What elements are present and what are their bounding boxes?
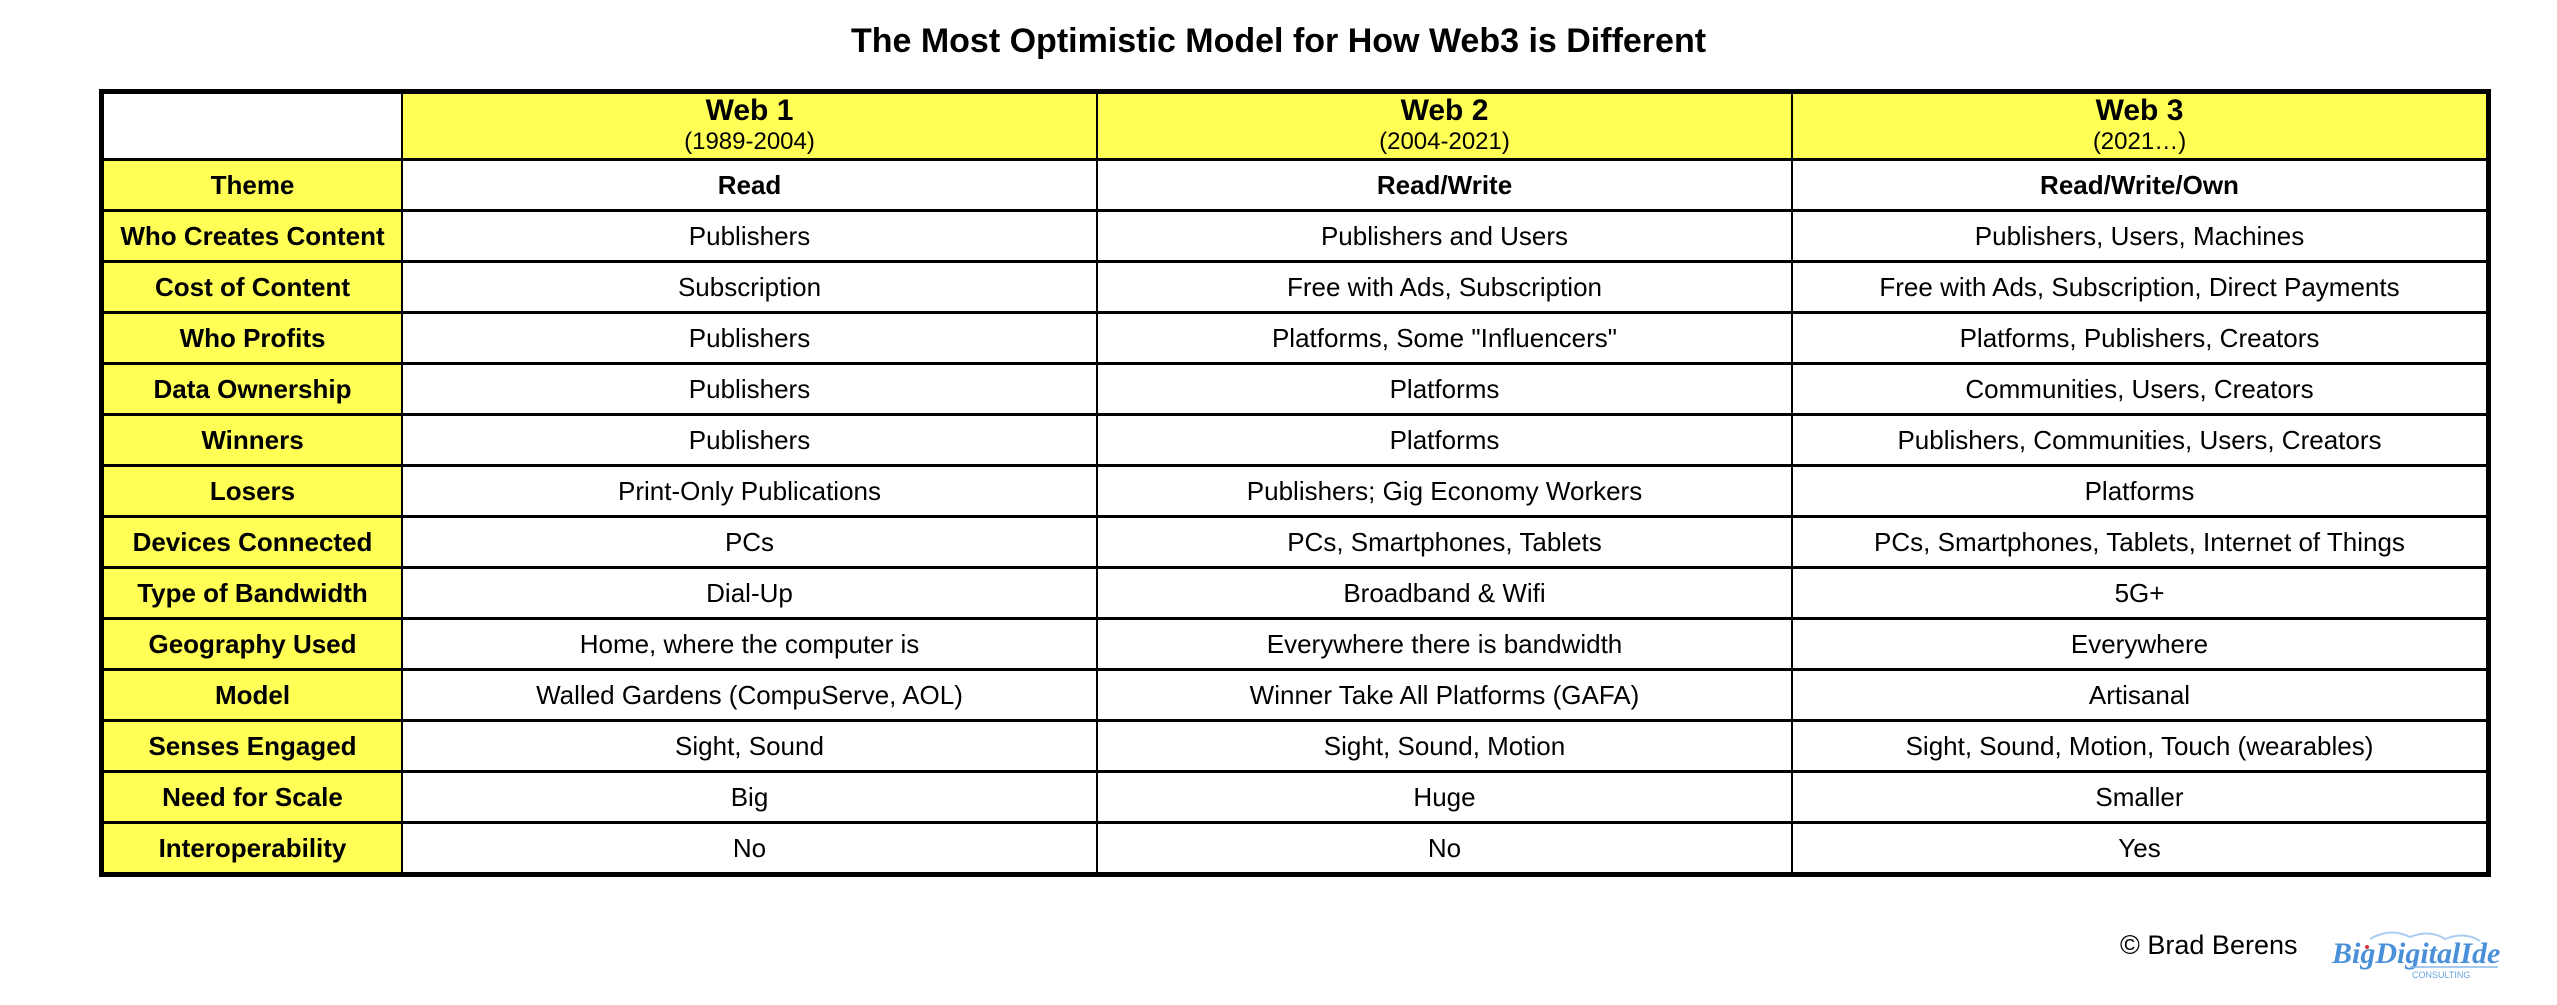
table-cell: Winner Take All Platforms (GAFA): [1096, 668, 1793, 722]
row-label: Who Profits: [100, 311, 403, 365]
table-cell: Publishers; Gig Economy Workers: [1096, 464, 1793, 518]
column-header-web3: Web 3 (2021…): [1791, 90, 2490, 161]
row-label: Who Creates Content: [100, 209, 403, 263]
table-row: Data Ownership Publishers Platforms Communi…: [100, 362, 2490, 416]
table-cell: Sight, Sound, Motion: [1096, 719, 1793, 773]
table-cell: Yes: [1791, 821, 2490, 876]
row-label: Geography Used: [100, 617, 403, 671]
table-cell: Big: [401, 770, 1098, 824]
table-row: Need for Scale Big Huge Smaller: [100, 770, 2490, 824]
table-row: Interoperability No No Yes: [100, 821, 2490, 876]
header-row: Web 1 (1989-2004) Web 2 (2004-2021) Web 3(…: [100, 90, 2490, 161]
table-cell: Platforms, Publishers, Creators: [1791, 311, 2490, 365]
table-cell: Publishers: [401, 362, 1098, 416]
table-cell: Platforms: [1096, 413, 1793, 467]
table-cell: No: [1096, 821, 1793, 876]
row-label: Type of Bandwidth: [100, 566, 403, 620]
table-cell: Read/Write/Own: [1791, 158, 2490, 212]
table-cell: Huge: [1096, 770, 1793, 824]
row-label: Model: [100, 668, 403, 722]
table-cell: Publishers, Communities, Users, Creators: [1791, 413, 2490, 467]
table-cell: Publishers, Users, Machines: [1791, 209, 2490, 263]
table-row: Geography Used Home, where the computer i…: [100, 617, 2490, 671]
big-digital-idea-logo: BigDigitalIdea CONSULTING: [2331, 931, 2500, 980]
table-cell: Communities, Users, Creators: [1791, 362, 2490, 416]
table-cell: 5G+: [1791, 566, 2490, 620]
corner-cell: [100, 90, 403, 161]
column-years: (2021…): [2092, 128, 2187, 155]
row-label: Senses Engaged: [100, 719, 403, 773]
table-row: Winners Publishers Platforms Publishers, Co…: [100, 413, 2490, 467]
column-name: Web 3: [2095, 94, 2184, 127]
table-row: Cost of Content Subscription Free with Ads…: [100, 260, 2490, 314]
row-label: Devices Connected: [100, 515, 403, 569]
table-cell: Home, where the computer is: [401, 617, 1098, 671]
comparison-table: Web 1 (1989-2004) Web 2 (2004-2021) Web 3(…: [99, 89, 2491, 877]
table-row: Type of Bandwidth Dial-Up Broadband & Wifi…: [100, 566, 2490, 620]
table-cell: Publishers and Users: [1096, 209, 1793, 263]
table-row: Losers Print-Only Publications Publishers;…: [100, 464, 2490, 518]
table-cell: Sight, Sound, Motion, Touch (wearables): [1791, 719, 2490, 773]
table-cell: Walled Gardens (CompuServe, AOL): [401, 668, 1098, 722]
table-cell: PCs: [401, 515, 1098, 569]
svg-text:BigDigitalIdea: BigDigitalIdea: [2331, 937, 2500, 970]
column-name: Web 2: [1400, 94, 1489, 127]
row-label: Data Ownership: [100, 362, 403, 416]
table-row: Who Profits Publishers Platforms, Some "In…: [100, 311, 2490, 365]
table-row: Model Walled Gardens (CompuServe, AOL) Win…: [100, 668, 2490, 722]
column-years: (2004-2021): [1379, 128, 1510, 155]
table-row: Senses Engaged Sight, Sound Sight, Sound, …: [100, 719, 2490, 773]
table-cell: Smaller: [1791, 770, 2490, 824]
table-cell: Publishers: [401, 209, 1098, 263]
table-cell: Platforms, Some "Influencers": [1096, 311, 1793, 365]
column-name: Web 1: [705, 94, 794, 127]
svg-text:CONSULTING: CONSULTING: [2412, 970, 2470, 980]
table-cell: Free with Ads, Subscription: [1096, 260, 1793, 314]
table-cell: Print-Only Publications: [401, 464, 1098, 518]
table-cell: Read: [401, 158, 1098, 212]
table-cell: PCs, Smartphones, Tablets, Internet of T…: [1791, 515, 2490, 569]
copyright: © Brad Berens: [2120, 930, 2298, 960]
table-cell: Platforms: [1096, 362, 1793, 416]
table-row: Who Creates Content Publishers Publishers …: [100, 209, 2490, 263]
table-cell: Artisanal: [1791, 668, 2490, 722]
table-cell: Sight, Sound: [401, 719, 1098, 773]
table-cell: Everywhere: [1791, 617, 2490, 671]
table-cell: Platforms: [1791, 464, 2490, 518]
table-cell: Publishers: [401, 413, 1098, 467]
row-label: Losers: [100, 464, 403, 518]
column-header-web1: Web 1 (1989-2004): [401, 90, 1098, 161]
table-row: Theme Read Read/Write Read/Write/Own: [100, 158, 2490, 212]
table-cell: Read/Write: [1096, 158, 1793, 212]
row-label: Interoperability: [100, 821, 403, 876]
table-cell: Publishers: [401, 311, 1098, 365]
page-title: The Most Optimistic Model for How Web3 i…: [850, 22, 1707, 60]
table-cell: PCs, Smartphones, Tablets: [1096, 515, 1793, 569]
row-label: Need for Scale: [100, 770, 403, 824]
row-label: Theme: [100, 158, 403, 212]
table-cell: Subscription: [401, 260, 1098, 314]
row-label: Winners: [100, 413, 403, 467]
table-cell: Everywhere there is bandwidth: [1096, 617, 1793, 671]
row-label: Cost of Content: [100, 260, 403, 314]
table-cell: Broadband & Wifi: [1096, 566, 1793, 620]
table-cell: Free with Ads, Subscription, Direct Paym…: [1791, 260, 2490, 314]
column-header-web2: Web 2 (2004-2021): [1096, 90, 1793, 161]
table-cell: Dial-Up: [401, 566, 1098, 620]
column-years: (1989-2004): [684, 128, 815, 155]
table-row: Devices Connected PCs PCs, Smartphones, Ta…: [100, 515, 2490, 569]
table-cell: No: [401, 821, 1098, 876]
